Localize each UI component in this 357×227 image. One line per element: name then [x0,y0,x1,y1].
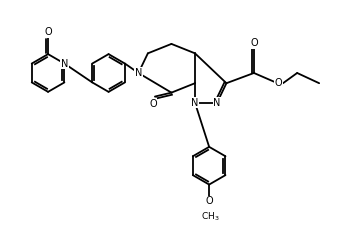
Text: N: N [191,98,199,108]
Text: O: O [250,38,258,48]
Text: O: O [44,27,52,37]
Text: N: N [61,59,68,69]
Text: O: O [149,99,157,109]
Text: CH$_3$: CH$_3$ [201,210,220,223]
Text: O: O [275,78,282,88]
Text: O: O [205,196,213,206]
Text: N: N [135,68,142,78]
Text: N: N [213,98,221,108]
